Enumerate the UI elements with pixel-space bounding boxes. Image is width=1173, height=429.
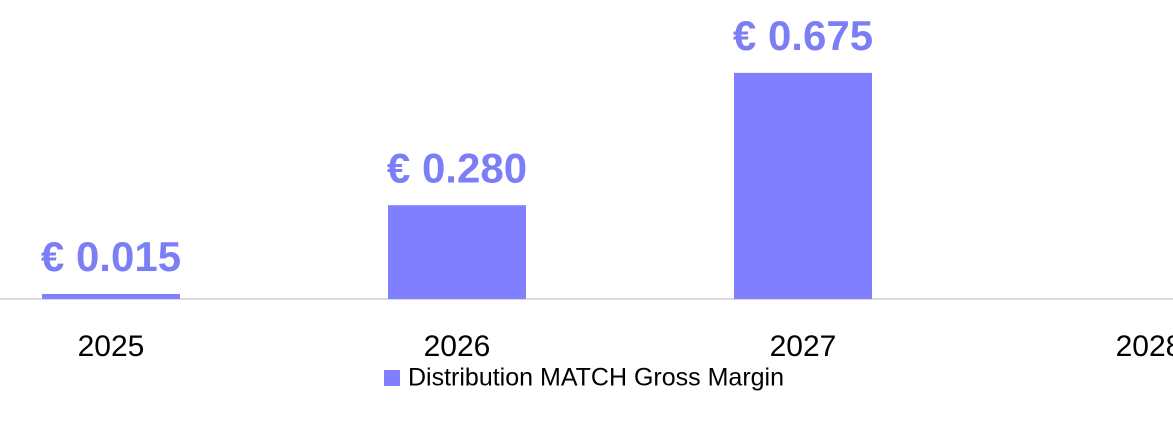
x-tick-label: 2026 xyxy=(424,330,491,363)
bar xyxy=(388,205,526,299)
legend-swatch xyxy=(384,370,400,386)
value-label: € 0.675 xyxy=(733,12,873,59)
x-tick-label: 2025 xyxy=(78,330,145,363)
legend-label: Distribution MATCH Gross Margin xyxy=(408,364,784,392)
legend: Distribution MATCH Gross Margin xyxy=(384,364,784,392)
bar xyxy=(42,293,180,299)
x-tick-label: 2027 xyxy=(770,330,837,363)
bar xyxy=(734,72,872,299)
value-label: € 0.280 xyxy=(387,144,527,191)
x-tick-label: 2028 xyxy=(1116,330,1173,363)
value-label: € 0.015 xyxy=(41,233,181,280)
